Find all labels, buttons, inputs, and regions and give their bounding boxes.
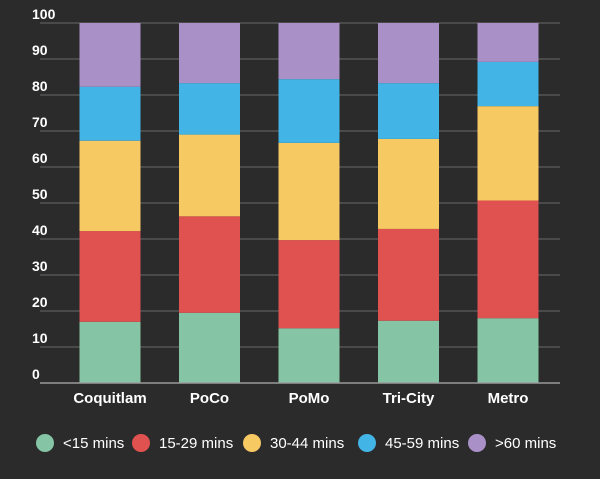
bar-segment bbox=[477, 318, 539, 383]
bar-segment bbox=[79, 23, 141, 87]
y-tick-label: 40 bbox=[32, 222, 48, 238]
bar-segment bbox=[378, 23, 439, 84]
bar-segment bbox=[278, 142, 340, 241]
y-tick-label: 60 bbox=[32, 150, 48, 166]
legend-swatch bbox=[358, 434, 376, 452]
bar-segment bbox=[477, 23, 539, 62]
bar-segment bbox=[179, 134, 240, 217]
legend-item: >60 mins bbox=[468, 434, 556, 452]
legend: <15 mins 15-29 mins 30-44 mins 45-59 mins >6… bbox=[36, 434, 556, 452]
legend-item: 15-29 mins bbox=[132, 434, 233, 452]
y-tick-label: 20 bbox=[32, 294, 48, 310]
bar-segment bbox=[79, 321, 141, 383]
y-tick-label: 80 bbox=[32, 78, 48, 94]
bar-segment bbox=[477, 61, 539, 107]
x-category-label: Metro bbox=[488, 390, 529, 407]
legend-label: >60 mins bbox=[495, 435, 556, 452]
bar-segment bbox=[79, 231, 141, 322]
x-axis-category-labels: Coquitlam PoCo PoMo Tri-City Metro bbox=[73, 390, 528, 407]
y-tick-label: 70 bbox=[32, 114, 48, 130]
legend-label: <15 mins bbox=[63, 435, 124, 452]
x-category-label: PoMo bbox=[289, 390, 330, 407]
legend-item: 30-44 mins bbox=[243, 434, 344, 452]
y-axis-tick-labels: 0 10 20 30 40 50 60 70 80 90 100 bbox=[32, 6, 56, 382]
legend-item: 45-59 mins bbox=[358, 434, 459, 452]
bar-segment bbox=[378, 83, 439, 139]
bar-segment bbox=[278, 328, 340, 383]
x-category-label: Coquitlam bbox=[73, 390, 146, 407]
bar-segment bbox=[278, 79, 340, 143]
bar-segment bbox=[79, 86, 141, 141]
bar-segment bbox=[378, 138, 439, 229]
y-tick-label: 100 bbox=[32, 6, 56, 22]
y-tick-label: 0 bbox=[32, 366, 40, 382]
bar-segment bbox=[477, 106, 539, 201]
legend-swatch bbox=[243, 434, 261, 452]
bars bbox=[79, 23, 539, 383]
legend-swatch bbox=[132, 434, 150, 452]
y-tick-label: 30 bbox=[32, 258, 48, 274]
bar-segment bbox=[477, 200, 539, 319]
bar-segment bbox=[79, 140, 141, 232]
legend-label: 15-29 mins bbox=[159, 435, 233, 452]
y-tick-label: 50 bbox=[32, 186, 48, 202]
bar-segment bbox=[179, 83, 240, 135]
legend-label: 30-44 mins bbox=[270, 435, 344, 452]
bar-segment bbox=[378, 228, 439, 321]
bar-segment bbox=[179, 312, 240, 383]
legend-item: <15 mins bbox=[36, 434, 124, 452]
bar-segment bbox=[278, 23, 340, 80]
y-tick-label: 90 bbox=[32, 42, 48, 58]
bar-segment bbox=[179, 23, 240, 84]
legend-label: 45-59 mins bbox=[385, 435, 459, 452]
bar-segment bbox=[179, 216, 240, 313]
legend-swatch bbox=[36, 434, 54, 452]
bar-segment bbox=[378, 320, 439, 383]
y-tick-label: 10 bbox=[32, 330, 48, 346]
x-category-label: Tri-City bbox=[383, 390, 435, 407]
legend-swatch bbox=[468, 434, 486, 452]
x-category-label: PoCo bbox=[190, 390, 229, 407]
bar-segment bbox=[278, 240, 340, 329]
